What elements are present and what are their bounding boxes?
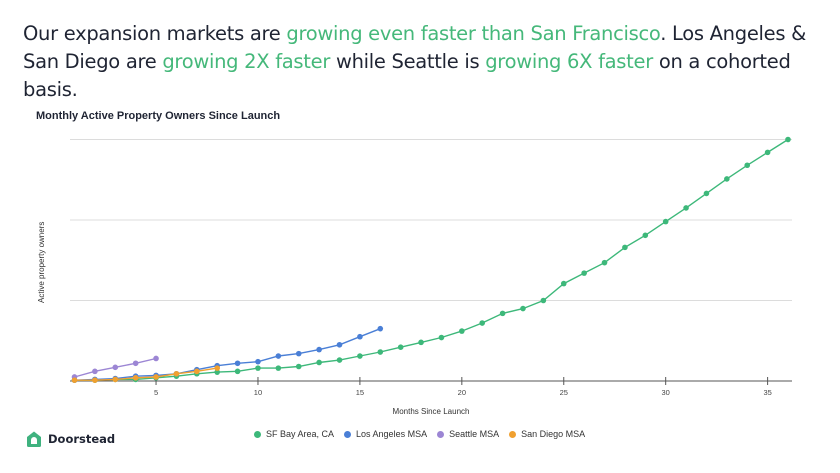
headline-line-1: Our expansion markets are growing even f… [23,20,833,48]
data-point [764,149,771,156]
headline-line-2: San Diego are growing 2X faster while Se… [23,48,833,104]
data-point [255,358,261,365]
data-point [438,334,445,341]
data-point [234,360,241,367]
x-tick-label: 20 [458,388,466,397]
doorstead-logo: Doorstead [25,430,115,448]
data-point [71,377,78,383]
data-point [275,365,282,371]
data-point [560,280,567,287]
x-axis-label: Months Since Launch [393,407,470,416]
headline-highlight: growing 2X faster [162,50,331,73]
data-point [316,359,322,366]
headline-highlight: growing even faster than San Francisco [286,22,661,45]
data-point [703,190,710,197]
logo-text: Doorstead [48,432,116,446]
series-line [74,328,381,381]
data-point [295,350,302,357]
data-point [357,333,363,340]
legend-label: SF Bay Area, CA [266,429,335,439]
legend-dot-icon [344,430,352,438]
data-point [540,297,547,304]
data-point [194,368,200,375]
data-point [459,328,465,334]
data-point [336,357,343,363]
series-line [74,367,218,381]
data-point [724,176,730,182]
series-line [74,138,789,381]
data-point [173,370,180,377]
legend-label: San Diego MSA [521,429,586,439]
data-point [662,218,669,225]
headline: Our expansion markets are growing even f… [23,20,833,104]
x-tick-label: 15 [356,388,364,397]
data-point [132,360,139,367]
headline-highlight: growing 6X faster [485,50,653,73]
data-point [581,270,587,276]
data-point [92,368,98,375]
legend-item: Los Angeles MSA [344,429,427,439]
data-point [622,244,628,251]
data-point [153,374,159,380]
data-point [744,162,751,169]
x-tick-label: 35 [763,388,771,397]
series-san-diego-msa [71,365,220,383]
legend-label: Seattle MSA [449,429,500,439]
y-axis-label: Active property owners [37,222,46,303]
legend-label: Los Angeles MSA [356,429,428,439]
data-point [418,339,424,346]
data-point [336,341,343,348]
series-seattle-msa [71,355,159,380]
data-point [785,136,791,143]
data-point [479,320,486,326]
series-group [71,136,791,383]
headline-text: on a cohorted basis. [23,50,791,101]
data-point [112,376,119,383]
series-los-angeles-msa [71,325,384,383]
series-sf-bay-area-ca [71,136,791,383]
legend-dot-icon [437,430,445,438]
headline-text: Our expansion markets are [23,22,287,45]
x-axis: 5 10 15 20 25 30 35 [70,377,792,397]
headline-text: . Los Angeles & [660,22,806,45]
legend-dot-icon [254,430,261,438]
x-tick-label: 10 [254,388,262,397]
x-tick-label: 5 [154,388,158,397]
legend-item: San Diego MSA [509,429,585,439]
x-tick-label: 25 [560,388,568,397]
data-point [642,232,649,239]
gridlines [70,139,792,301]
data-point [92,377,98,383]
data-point [520,305,526,312]
chart-legend: SF Bay Area, CA Los Angeles MSA Seattle MS… [254,429,585,439]
house-icon [27,431,41,447]
data-point [153,355,159,362]
headline-text: while Seattle is [330,50,486,73]
data-point [601,259,608,266]
data-point [295,363,302,370]
data-point [683,205,689,211]
data-point [132,374,139,381]
legend-item: SF Bay Area, CA [254,429,334,439]
chart-title: Monthly Active Property Owners Since Lau… [36,110,281,122]
data-point [377,325,384,332]
data-point [112,364,119,371]
data-point [499,310,506,317]
data-point [214,369,220,375]
headline-text: San Diego are [23,50,163,73]
data-point [316,346,322,353]
data-point [214,365,220,371]
legend-item: Seattle MSA [437,429,499,439]
x-tick-label: 30 [662,388,670,397]
data-point [397,344,404,350]
data-point [357,353,363,359]
legend-dot-icon [509,430,517,438]
data-point [275,353,282,359]
data-point [255,365,261,371]
data-point [234,368,241,375]
data-point [377,349,384,355]
